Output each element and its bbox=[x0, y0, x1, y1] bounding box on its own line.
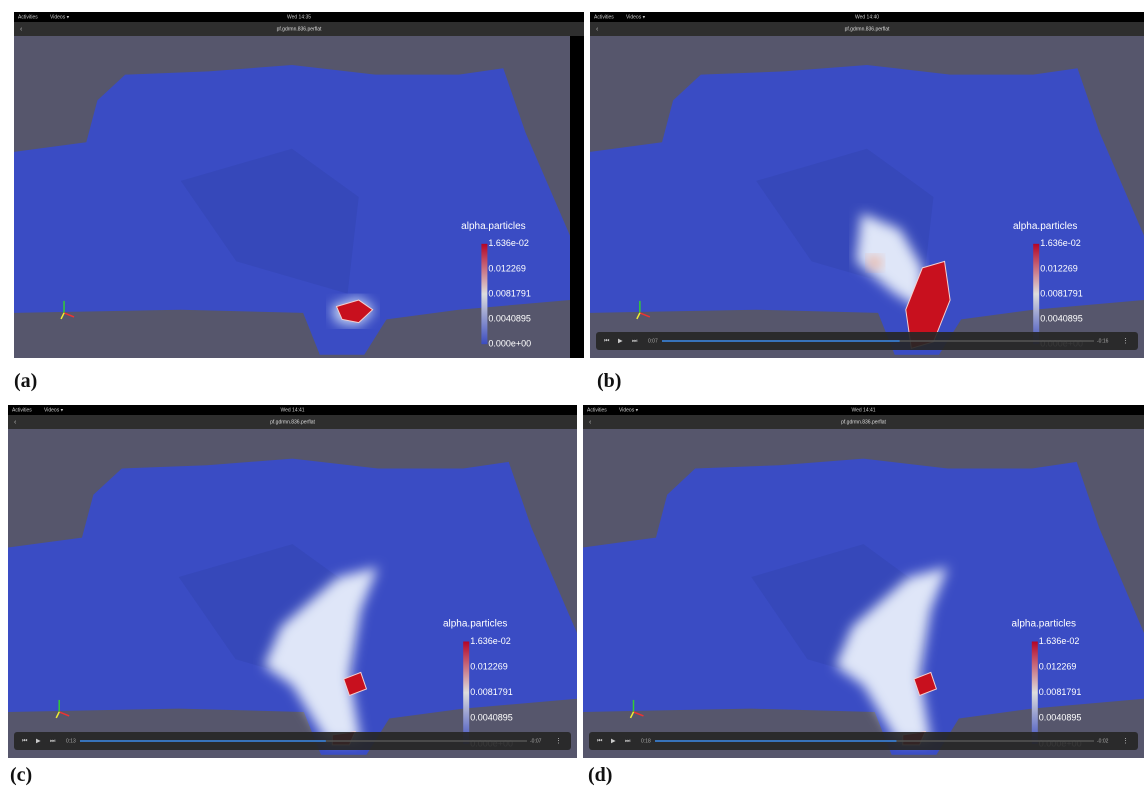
player-button[interactable]: ⏭ bbox=[50, 739, 56, 745]
window-title: pf.gdrmn.836.perflat bbox=[845, 26, 890, 32]
colorbar-label: 0.0081791 bbox=[488, 288, 531, 298]
colorbar-label: 0.012269 bbox=[488, 263, 526, 273]
colorbar-label: 0.0081791 bbox=[470, 687, 513, 697]
colorbar bbox=[1032, 642, 1038, 744]
player-button[interactable]: ⏮ bbox=[22, 739, 28, 745]
player-button[interactable]: ⏮ bbox=[604, 339, 610, 345]
colorbar-label: 0.0040895 bbox=[488, 313, 531, 323]
clock: Wed 14:40 bbox=[855, 14, 879, 20]
colorbar-title: alpha.particles bbox=[1012, 619, 1076, 630]
colorbar-label: 0.012269 bbox=[1039, 661, 1077, 671]
colorbar-label: 1.636e-02 bbox=[488, 238, 529, 248]
panel-label: (a) bbox=[14, 370, 37, 393]
activities: Activities bbox=[12, 407, 32, 413]
clock: Wed 14:41 bbox=[280, 407, 304, 413]
colorbar-label: 1.636e-02 bbox=[1039, 636, 1080, 646]
menu-button[interactable]: ⋮ bbox=[1122, 338, 1129, 345]
elapsed-time: 0:18 bbox=[641, 738, 651, 744]
player-button[interactable]: ⏮ bbox=[597, 739, 603, 745]
app-menu: Videos ▾ bbox=[50, 14, 70, 20]
colorbar-label: 0.0081791 bbox=[1039, 687, 1082, 697]
colorbar bbox=[481, 244, 487, 344]
colorbar-label: 0.0040895 bbox=[1039, 713, 1082, 723]
panel-label: (b) bbox=[597, 370, 621, 393]
app-menu: Videos ▾ bbox=[44, 407, 64, 413]
panel-label: (c) bbox=[10, 764, 32, 787]
menu-button[interactable]: ⋮ bbox=[555, 738, 562, 745]
colorbar-title: alpha.particles bbox=[461, 221, 525, 232]
panel-label: (d) bbox=[588, 764, 612, 787]
colorbar-title: alpha.particles bbox=[1013, 221, 1077, 232]
clock: Wed 14:41 bbox=[851, 407, 875, 413]
side-bar bbox=[570, 36, 584, 358]
activities: Activities bbox=[18, 14, 38, 20]
player-button[interactable]: ▶ bbox=[611, 739, 616, 745]
remaining-time: -0:16 bbox=[1097, 338, 1109, 344]
figure: ActivitiesVideos ▾Wed 14:35‹pf.gdrmn.836… bbox=[0, 0, 1146, 788]
window-title: pf.gdrmn.836.perflat bbox=[270, 419, 315, 425]
colorbar-label: 1.636e-02 bbox=[470, 636, 511, 646]
app-menu: Videos ▾ bbox=[626, 14, 646, 20]
colorbar-label: 0.012269 bbox=[1040, 263, 1078, 273]
player-button[interactable]: ⏭ bbox=[632, 339, 638, 345]
colorbar-label: 1.636e-02 bbox=[1040, 238, 1081, 248]
app-menu: Videos ▾ bbox=[619, 407, 639, 413]
remaining-time: -0:07 bbox=[530, 738, 542, 744]
elapsed-time: 0:07 bbox=[648, 338, 658, 344]
elapsed-time: 0:13 bbox=[66, 738, 76, 744]
colorbar-label: 0.0040895 bbox=[1040, 313, 1083, 323]
activities: Activities bbox=[594, 14, 614, 20]
player-button[interactable]: ▶ bbox=[618, 339, 623, 345]
colorbar-label: 0.0040895 bbox=[470, 713, 513, 723]
remaining-time: -0:02 bbox=[1097, 738, 1109, 744]
colorbar-label: 0.012269 bbox=[470, 661, 508, 671]
player-button[interactable]: ▶ bbox=[36, 739, 41, 745]
colorbar bbox=[463, 642, 469, 744]
colorbar-label: 0.000e+00 bbox=[488, 339, 531, 349]
player-button[interactable]: ⏭ bbox=[625, 739, 631, 745]
window-title: pf.gdrmn.836.perflat bbox=[841, 419, 886, 425]
activities: Activities bbox=[587, 407, 607, 413]
colorbar bbox=[1033, 244, 1039, 344]
colorbar-title: alpha.particles bbox=[443, 619, 507, 630]
colorbar-label: 0.0081791 bbox=[1040, 288, 1083, 298]
menu-button[interactable]: ⋮ bbox=[1122, 738, 1129, 745]
window-title: pf.gdrmn.836.perflat bbox=[277, 26, 322, 32]
clock: Wed 14:35 bbox=[287, 14, 311, 20]
